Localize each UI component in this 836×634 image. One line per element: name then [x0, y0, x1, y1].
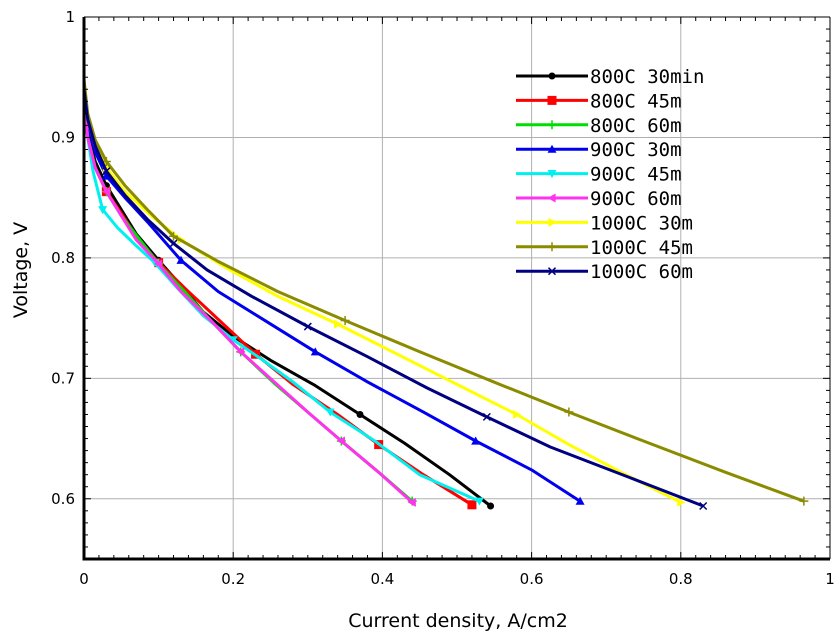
series-8-point-15	[699, 501, 708, 511]
y-tick-label-4: 1	[65, 8, 75, 26]
legend-marker-7	[547, 242, 557, 252]
y-axis-label: Voltage, V	[10, 222, 32, 318]
series-6-point-15	[677, 497, 686, 507]
legend-item-8: 1000C 60m	[516, 261, 693, 283]
series-line-8	[82, 89, 704, 508]
series-7	[82, 79, 809, 506]
legend-marker-2	[547, 120, 557, 130]
series-line-3	[82, 95, 581, 503]
series-7-point-9	[340, 316, 350, 326]
legend-item-0: 800C 30min	[516, 66, 704, 88]
legend-marker-4	[547, 170, 557, 179]
legend-marker-0	[548, 72, 556, 80]
series-5-point-12	[336, 436, 345, 446]
x-axis-label: Current density, A/cm2	[348, 610, 568, 632]
y-tick-label-3: 0.9	[51, 128, 75, 146]
series-line-7	[82, 79, 805, 503]
series-3	[82, 95, 585, 505]
series-8-point-3	[102, 167, 111, 176]
series-5-point-9	[236, 347, 245, 357]
series-4-point-15	[474, 497, 484, 506]
tick-marks	[83, 16, 831, 560]
legend-label-1: 800C 45m	[590, 90, 682, 112]
legend-label-2: 800C 60m	[590, 115, 682, 137]
x-tick-label-5: 1	[825, 570, 835, 588]
series-3-point-12	[471, 436, 481, 445]
series-4-point-12	[325, 408, 335, 417]
legend-item-7: 1000C 45m	[516, 237, 693, 259]
series-4-point-3	[98, 206, 108, 215]
series-3-point-9	[310, 347, 320, 356]
legend-marker-1	[547, 95, 557, 105]
legend-marker-5	[547, 193, 556, 203]
series-6-point-12	[513, 409, 522, 419]
legend-marker-3	[547, 144, 557, 153]
series-0-point-12	[356, 410, 364, 418]
legend-label-3: 900C 30m	[590, 139, 682, 161]
series-6-point-9	[334, 319, 343, 329]
series-0-point-15	[487, 502, 495, 510]
legend-label-8: 1000C 60m	[590, 261, 693, 283]
x-tick-label-3: 0.6	[520, 570, 544, 588]
legend-label-5: 900C 60m	[590, 188, 682, 210]
legend-label-6: 1000C 30m	[590, 212, 693, 234]
series-5	[82, 101, 416, 507]
y-tick-label-1: 0.7	[51, 369, 75, 387]
series-8-point-6	[169, 239, 178, 248]
series-5-point-14	[407, 497, 416, 507]
series-5-point-3	[101, 187, 110, 197]
series-3-point-3	[101, 171, 111, 180]
y-tick-label-2: 0.8	[51, 249, 75, 267]
plot-background	[84, 17, 830, 559]
grid-lines	[84, 17, 830, 559]
series-3-point-14	[575, 496, 585, 505]
series-8-point-9	[303, 322, 312, 331]
legend-marker-6	[548, 217, 557, 227]
plot-area	[84, 17, 830, 559]
series-line-5	[82, 101, 414, 504]
series-1-point-14	[467, 500, 477, 510]
series-3-point-6	[176, 255, 186, 264]
y-tick-label-0: 0.6	[51, 490, 75, 508]
series-8	[82, 89, 708, 511]
tick-labels: 0 0.2 0.4 0.6 0.8 1 0.6 0.7 0.8 0.9 1	[51, 8, 835, 588]
legend-item-2: 800C 60m	[516, 115, 682, 137]
legend-marker-8	[547, 267, 557, 276]
series-7-point-15	[799, 496, 809, 506]
x-tick-label-2: 0.4	[370, 570, 394, 588]
series-8-point-12	[482, 412, 491, 421]
x-tick-label-4: 0.8	[669, 570, 693, 588]
legend-item-1: 800C 45m	[516, 90, 682, 112]
x-tick-label-0: 0	[79, 570, 89, 588]
legend-label-0: 800C 30min	[590, 66, 704, 88]
series-7-point-12	[564, 407, 574, 417]
legend-label-7: 1000C 45m	[590, 237, 693, 259]
axes-frame	[82, 16, 831, 561]
legend-item-5: 900C 60m	[516, 188, 682, 210]
series-7-point-6	[169, 231, 179, 241]
series-4-point-9	[228, 336, 238, 345]
series-layer	[82, 79, 809, 511]
legend-item-6: 1000C 30m	[516, 212, 693, 234]
legend-item-4: 900C 45m	[516, 164, 682, 186]
legend-label-4: 900C 45m	[590, 164, 682, 186]
x-tick-label-1: 0.2	[221, 570, 245, 588]
legend-item-3: 900C 30m	[516, 139, 682, 161]
series-5-point-6	[154, 259, 163, 269]
